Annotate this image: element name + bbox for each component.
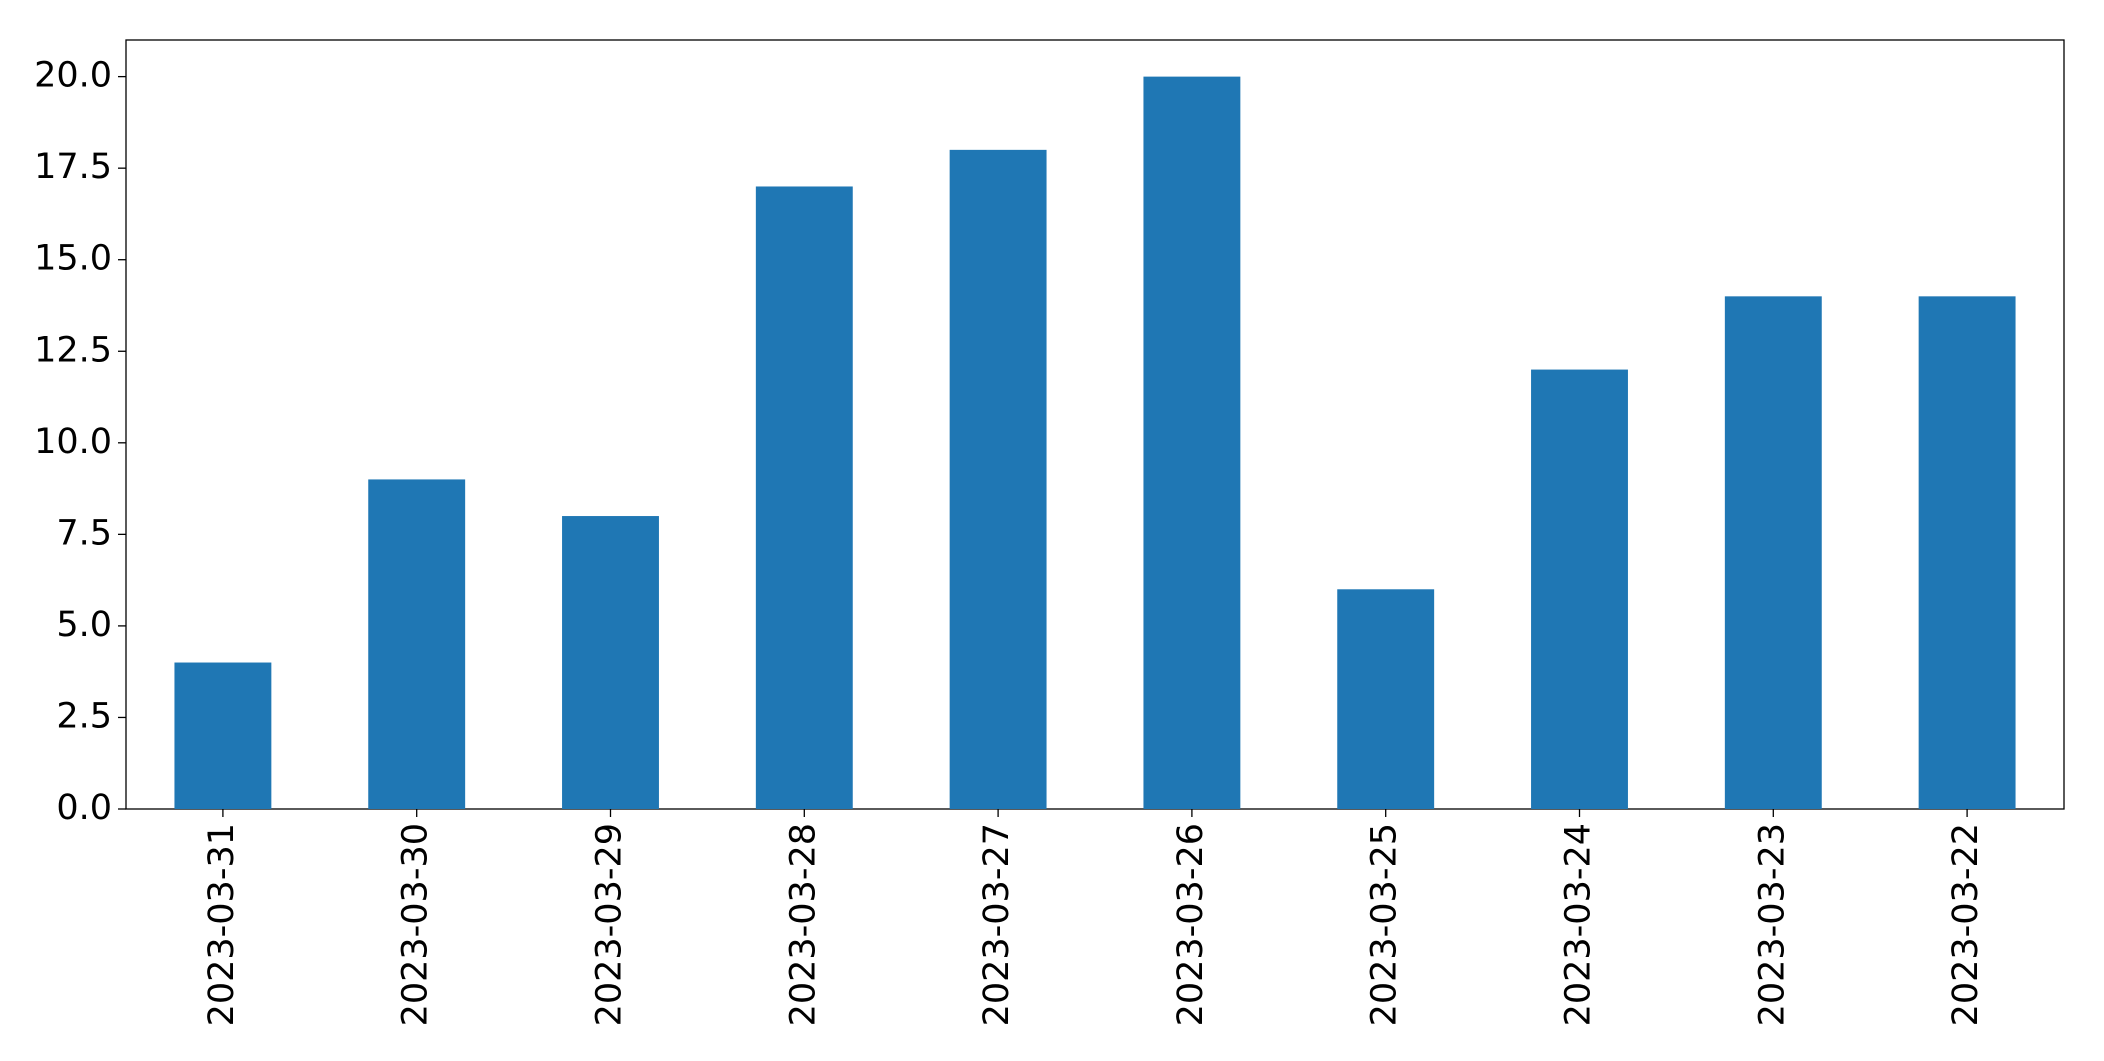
bar <box>562 516 659 809</box>
x-tick-label: 2023-03-22 <box>1946 823 1986 1026</box>
y-tick-label: 15.0 <box>34 239 112 279</box>
y-tick-label: 5.0 <box>56 605 112 645</box>
y-tick-label: 0.0 <box>56 788 112 828</box>
bar <box>1143 76 1241 810</box>
x-tick-label: 2023-03-25 <box>1365 823 1405 1026</box>
bar <box>1724 296 1822 809</box>
y-tick-label: 20.0 <box>34 56 112 96</box>
bar <box>1531 369 1628 809</box>
y-tick-label: 12.5 <box>34 330 112 370</box>
x-tick-label: 2023-03-30 <box>396 823 436 1026</box>
x-tick-label: 2023-03-24 <box>1559 823 1599 1026</box>
x-tick-label: 2023-03-23 <box>1752 823 1792 1026</box>
x-tick-label: 2023-03-31 <box>202 823 242 1026</box>
y-tick-label: 2.5 <box>56 696 112 736</box>
x-tick-label: 2023-03-29 <box>590 823 630 1026</box>
y-tick-label: 7.5 <box>56 513 112 553</box>
bar <box>1337 589 1435 809</box>
bar <box>755 186 853 809</box>
plot-frame <box>125 39 2065 810</box>
x-tick-label: 2023-03-27 <box>977 823 1017 1026</box>
y-tick-label: 17.5 <box>34 147 112 187</box>
x-tick-label: 2023-03-26 <box>1171 823 1211 1026</box>
bar <box>1918 296 2016 809</box>
bar <box>949 149 1047 809</box>
bar <box>368 479 466 809</box>
x-tick-label: 2023-03-28 <box>783 823 823 1026</box>
bar <box>174 662 272 809</box>
y-tick-label: 10.0 <box>34 422 112 462</box>
